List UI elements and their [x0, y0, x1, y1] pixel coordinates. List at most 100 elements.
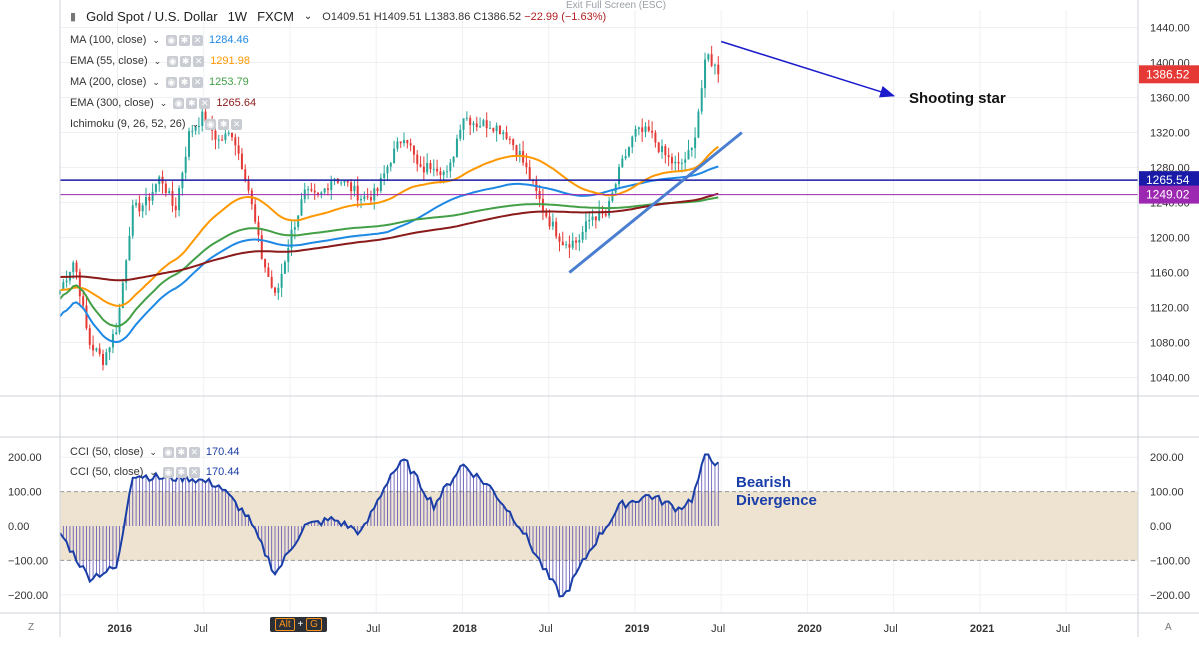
candle-body [717, 64, 720, 75]
legend-menu-icon[interactable]: ⌄ [152, 76, 160, 87]
candle-body [446, 171, 449, 173]
symbol: Gold Spot / U.S. Dollar [86, 9, 218, 24]
candle-body [598, 210, 601, 221]
legend-menu-icon[interactable]: ⌄ [152, 34, 160, 45]
remove-icon[interactable]: ✕ [191, 34, 203, 46]
indicator-legend[interactable]: MA (100, close) ⌄ ◉ ✱ ✕ 1284.46 [70, 34, 249, 46]
time-tick: Jul [711, 623, 725, 635]
settings-icon[interactable]: ✱ [218, 118, 230, 130]
candle-body [661, 146, 664, 153]
candle-body [108, 347, 111, 353]
settings-icon[interactable]: ✱ [175, 466, 187, 478]
time-tick: Jul [539, 623, 553, 635]
eye-icon[interactable]: ◉ [162, 446, 174, 458]
remove-icon[interactable]: ✕ [188, 466, 200, 478]
candle-body [604, 213, 607, 216]
legend-menu-icon[interactable]: ⌄ [159, 97, 168, 108]
trendline [568, 131, 743, 274]
candle-body [254, 204, 257, 222]
legend-menu-icon[interactable]: ⌄ [149, 466, 157, 477]
settings-icon[interactable]: ✱ [178, 76, 190, 88]
settings-icon[interactable]: ✱ [180, 55, 192, 67]
candle-body [85, 305, 88, 329]
indicator-legend[interactable]: EMA (55, close) ⌄ ◉ ✱ ✕ 1291.98 [70, 55, 250, 67]
alt-g-hint[interactable]: Alt + G [270, 617, 327, 632]
candle-body [528, 167, 531, 181]
interval: 1W [227, 9, 248, 24]
zoom-corner[interactable]: Z [28, 622, 35, 633]
time-tick: Jul [366, 623, 380, 635]
candle-body [174, 205, 177, 211]
moving-averages [59, 145, 719, 344]
candle-body [383, 173, 386, 178]
candle-body [502, 132, 505, 135]
collapse-icon[interactable]: ▮ [70, 11, 77, 23]
indicator-legend[interactable]: Ichimoku (9, 26, 52, 26) ⌄ ◉ ✱ ✕ [70, 118, 248, 130]
exit-fullscreen[interactable]: Exit Full Screen (ESC) [566, 0, 667, 11]
candle-body [512, 139, 515, 146]
candle-body [700, 88, 703, 112]
auto-scale-corner[interactable]: A [1165, 622, 1172, 633]
candle-body [221, 139, 224, 141]
legend-label: CCI (50, close) [70, 446, 144, 458]
eye-icon[interactable]: ◉ [165, 34, 177, 46]
remove-icon[interactable]: ✕ [188, 446, 200, 458]
candle-body [326, 188, 329, 190]
eye-icon[interactable]: ◉ [173, 97, 185, 109]
candle-body [214, 130, 217, 140]
candle-body [396, 141, 399, 149]
candle-body [561, 241, 564, 246]
candle-body [436, 168, 439, 172]
remove-icon[interactable]: ✕ [231, 118, 243, 130]
legend-menu-icon[interactable]: ⌄ [153, 55, 162, 66]
candle-body [184, 156, 187, 173]
candle-body [92, 344, 95, 351]
candle-body [677, 161, 680, 164]
cci-legend[interactable]: CCI (50, close) ⌄ ◉ ✱ ✕ 170.44 [70, 446, 240, 458]
cci-tick-left: −200.00 [8, 590, 48, 602]
eye-icon[interactable]: ◉ [205, 118, 217, 130]
indicator-legend[interactable]: EMA (300, close) ⌄ ◉ ✱ ✕ 1265.64 [70, 97, 256, 109]
price-tick: 1120.00 [1150, 303, 1189, 315]
candle-body [432, 168, 435, 170]
eye-icon[interactable]: ◉ [167, 55, 179, 67]
candle-body [72, 262, 75, 272]
candle-body [670, 157, 673, 164]
remove-icon[interactable]: ✕ [199, 97, 211, 109]
settings-icon[interactable]: ✱ [178, 34, 190, 46]
candle-body [168, 191, 171, 194]
legend-menu-icon[interactable]: ⌄ [191, 118, 200, 129]
cci-tick-left: 0.00 [8, 521, 29, 533]
candle-body [323, 188, 326, 193]
eye-icon[interactable]: ◉ [162, 466, 174, 478]
eye-icon[interactable]: ◉ [165, 76, 177, 88]
candle-body [641, 127, 644, 132]
candle-body [611, 192, 614, 201]
remove-icon[interactable]: ✕ [191, 76, 203, 88]
candle-body [151, 191, 154, 201]
price-tick: 1200.00 [1150, 233, 1190, 245]
ma200-line [59, 196, 719, 328]
candle-body [455, 138, 458, 157]
candle-body [674, 161, 677, 164]
candle-body [498, 125, 501, 135]
candle-body [313, 190, 316, 193]
candle-body [360, 199, 363, 201]
indicator-legend[interactable]: MA (200, close) ⌄ ◉ ✱ ✕ 1253.79 [70, 76, 249, 88]
time-tick: 2016 [107, 623, 131, 635]
ohlc: O1409.51 H1409.51 L1383.86 C1386.52 −22.… [322, 10, 607, 23]
cci-legend[interactable]: CCI (50, close) ⌄ ◉ ✱ ✕ 170.44 [70, 466, 240, 478]
candle-body [88, 328, 91, 345]
candle-body [353, 185, 356, 192]
candle-body [350, 182, 353, 192]
candle-body [584, 221, 587, 232]
candle-body [707, 54, 710, 60]
candle-body [204, 111, 207, 122]
legend-menu-icon[interactable]: ⌄ [149, 446, 157, 457]
remove-icon[interactable]: ✕ [193, 55, 205, 67]
candle-body [62, 282, 65, 291]
settings-icon[interactable]: ✱ [175, 446, 187, 458]
symbol-menu-icon[interactable]: ⌄ [303, 11, 313, 22]
settings-icon[interactable]: ✱ [186, 97, 198, 109]
